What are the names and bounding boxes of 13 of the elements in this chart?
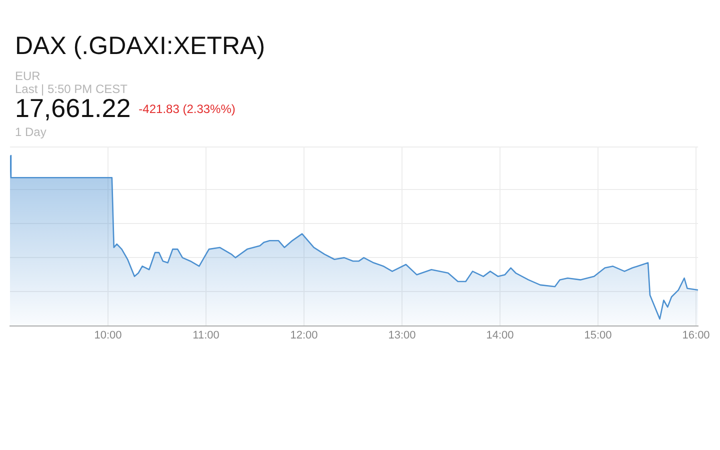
text: -421.83 (2.33%%) (138, 102, 236, 116)
x-tick-label: 12:00 (290, 329, 318, 342)
x-tick-label: 10:00 (94, 329, 122, 342)
x-tick-label: 15:00 (584, 329, 612, 342)
text: Last | 5:50 PM CEST (15, 82, 128, 96)
x-tick-label: 13:00 (388, 329, 416, 342)
text: 17,661.22 (15, 93, 131, 123)
x-tick-label: 16:00 (682, 329, 710, 342)
chart-title: DAX (.GDAXI:XETRA) (15, 31, 266, 62)
text: 1 Day (15, 125, 48, 139)
text: EUR (15, 69, 42, 83)
x-tick-label: 11:00 (192, 329, 220, 342)
x-tick-label: 14:00 (486, 329, 514, 342)
